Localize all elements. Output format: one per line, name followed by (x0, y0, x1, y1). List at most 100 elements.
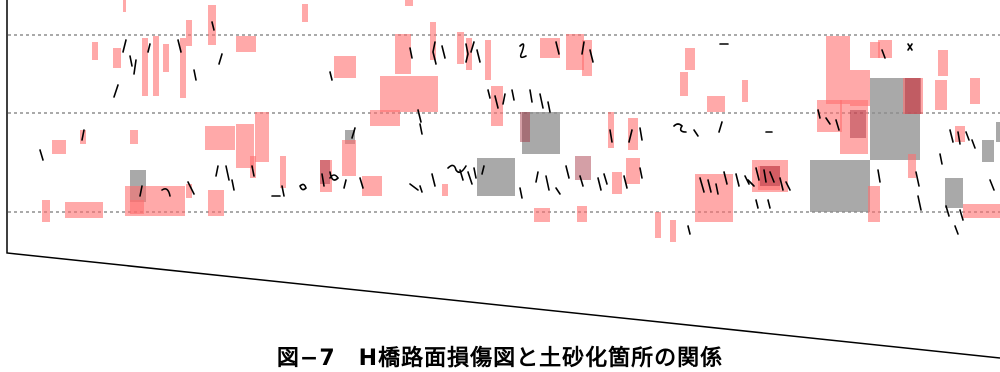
crack-mark (581, 41, 585, 55)
crack-mark (147, 43, 151, 53)
damage-area (186, 20, 192, 46)
damage-area (163, 44, 169, 72)
crack-mark (470, 41, 475, 53)
damage-area (566, 34, 584, 70)
damage-area (955, 126, 965, 142)
damage-area (878, 40, 892, 58)
damage-area (626, 158, 640, 184)
damage-area (758, 166, 780, 190)
crack-mark (539, 93, 544, 109)
overlap-area (320, 160, 330, 184)
crack-mark (321, 173, 325, 187)
crack-mark (989, 179, 995, 191)
crack-mark (835, 119, 840, 131)
damage-area (130, 200, 144, 214)
crack-mark (359, 177, 364, 189)
damage-area (142, 38, 148, 96)
crack-mark (465, 43, 469, 63)
crack-mark (329, 71, 333, 81)
crack-mark (519, 187, 523, 199)
crack-mark (785, 181, 791, 191)
damage-area (334, 56, 356, 78)
crack-mark (431, 173, 436, 187)
crack-mark (473, 167, 477, 179)
damage-area (628, 118, 638, 150)
crack-mark (545, 175, 550, 191)
crack-mark (707, 179, 712, 193)
crack-mark (723, 171, 728, 185)
crack-mark (579, 175, 584, 187)
damage-area (938, 50, 948, 76)
crack-mark (432, 41, 437, 65)
crack-mark (699, 177, 705, 193)
damage-area (123, 0, 126, 12)
crack-mark (718, 121, 723, 133)
damage-area (370, 110, 400, 126)
crack-mark (113, 84, 119, 98)
crack-mark (529, 89, 533, 103)
crack-mark (481, 165, 485, 175)
damage-area (680, 72, 688, 96)
damage-area (236, 124, 254, 168)
damage-area (430, 22, 436, 60)
crack-mark (715, 183, 719, 195)
sediment-area (810, 160, 870, 212)
damage-area (342, 140, 356, 176)
overlap-area (520, 112, 530, 142)
damage-area (612, 172, 622, 194)
sediment-area (477, 158, 515, 196)
damage-area (540, 38, 560, 58)
crack-mark (535, 171, 539, 183)
crack-mark (161, 188, 171, 197)
crack-mark (502, 93, 506, 105)
crack-mark (251, 165, 255, 177)
damage-area (457, 32, 464, 64)
crack-mark (917, 195, 922, 211)
crack-mark (511, 89, 515, 101)
crack-mark (351, 127, 356, 139)
crack-mark (467, 171, 473, 185)
damage-area (130, 130, 138, 144)
crack-mark (609, 129, 613, 143)
damage-area (670, 220, 676, 242)
damage-area (850, 70, 870, 106)
overlap-area (760, 166, 780, 186)
crack-mark (767, 199, 771, 209)
damage-area (655, 212, 661, 238)
damage-area (742, 80, 748, 102)
damage-area (236, 36, 256, 52)
damage-area (870, 42, 880, 58)
crack-mark (281, 185, 285, 197)
crack-mark (39, 149, 44, 161)
crack-mark (915, 171, 920, 187)
damage-area (707, 96, 725, 112)
crack-mark (139, 185, 143, 197)
deck-outline (6, 0, 1000, 359)
damage-area (186, 184, 192, 198)
crack-mark (447, 164, 467, 174)
crack-mark (744, 175, 750, 185)
damage-area (52, 140, 66, 154)
damage-area (903, 78, 923, 114)
crack-mark (825, 117, 831, 125)
damage-area (65, 202, 103, 218)
damage-area (485, 40, 491, 80)
damage-area (153, 36, 159, 96)
damage-area (963, 204, 1000, 218)
damage-area (208, 190, 224, 216)
crack-mark (441, 45, 446, 59)
crack-mark (959, 209, 964, 221)
crack-mark (129, 55, 133, 67)
damage-area (113, 48, 121, 68)
damage-area (935, 80, 947, 110)
crack-mark (603, 173, 608, 185)
sediment-area (982, 140, 994, 162)
damage-area (970, 78, 980, 104)
overlap-area (850, 110, 866, 138)
crack-mark (747, 179, 755, 187)
crack-mark (877, 169, 881, 183)
crack-mark (487, 89, 491, 99)
damage-area (395, 34, 411, 74)
crack-mark (187, 181, 195, 195)
